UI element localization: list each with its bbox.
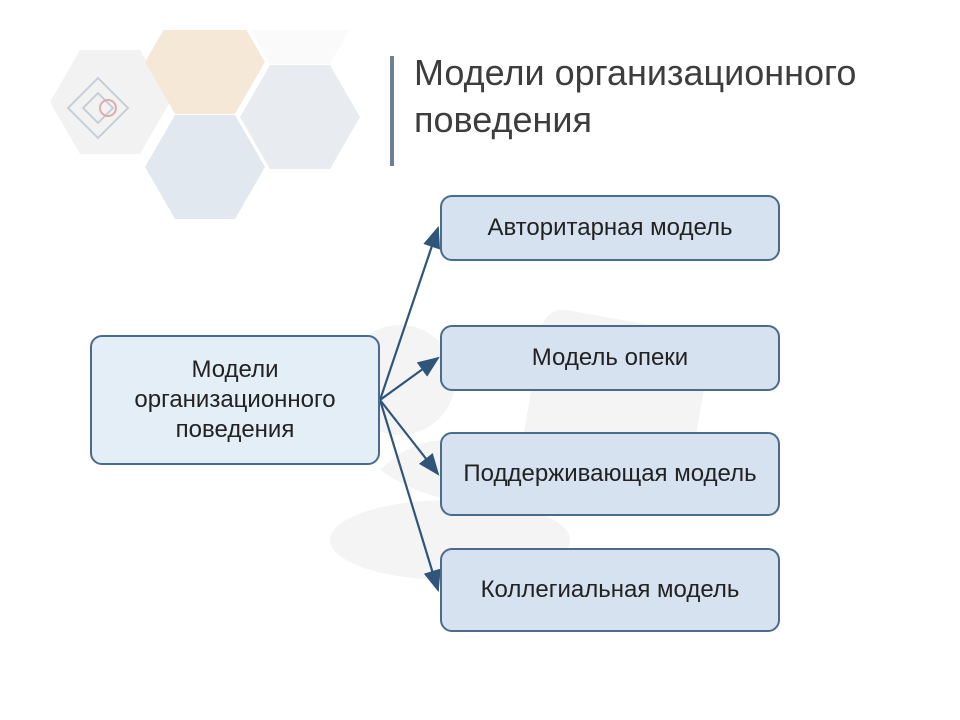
node-label: Поддерживающая модель [463,459,756,489]
slide: Модели организационного поведения Модели… [0,0,960,720]
node-label: Коллегиальная модель [481,575,740,605]
diagram-edge [380,400,438,474]
node-label: Модели организационного поведения [106,355,364,445]
node-label: Модель опеки [532,343,688,373]
diagram-edge [380,358,438,400]
diagram-root-node: Модели организационного поведения [90,335,380,465]
diagram-child-node: Модель опеки [440,325,780,391]
diagram-edge [380,228,438,400]
diagram-child-node: Коллегиальная модель [440,548,780,632]
diagram-child-node: Поддерживающая модель [440,432,780,516]
node-label: Авторитарная модель [487,213,732,243]
diagram-edge [380,400,438,590]
diagram-child-node: Авторитарная модель [440,195,780,261]
